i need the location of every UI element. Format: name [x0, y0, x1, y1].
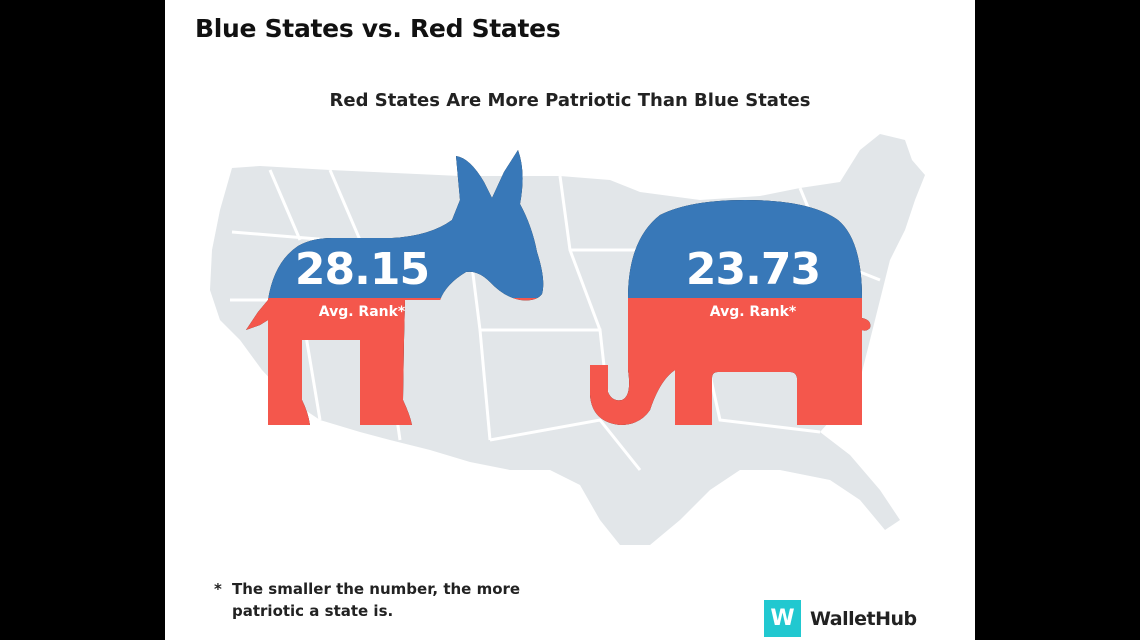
- republican-avg-rank-value: 23.73: [685, 244, 821, 295]
- logo-name: WalletHub: [810, 607, 917, 630]
- chart-subtitle: Red States Are More Patriotic Than Blue …: [329, 90, 811, 111]
- wallethub-logo: W WalletHub: [764, 600, 917, 637]
- footnote-text: The smaller the number, the more patriot…: [232, 580, 521, 620]
- footnote-marker: *: [214, 580, 222, 598]
- democrat-avg-rank-value: 28.15: [294, 244, 430, 295]
- logo-mark: W: [764, 600, 801, 637]
- footnote: * The smaller the number, the more patri…: [214, 578, 532, 622]
- elephant-icon: [590, 200, 871, 425]
- democrat-avg-rank-label: Avg. Rank*: [318, 304, 406, 320]
- republican-avg-rank-label: Avg. Rank*: [709, 304, 797, 320]
- page-title: Blue States vs. Red States: [195, 14, 561, 43]
- donkey-icon: [246, 150, 544, 425]
